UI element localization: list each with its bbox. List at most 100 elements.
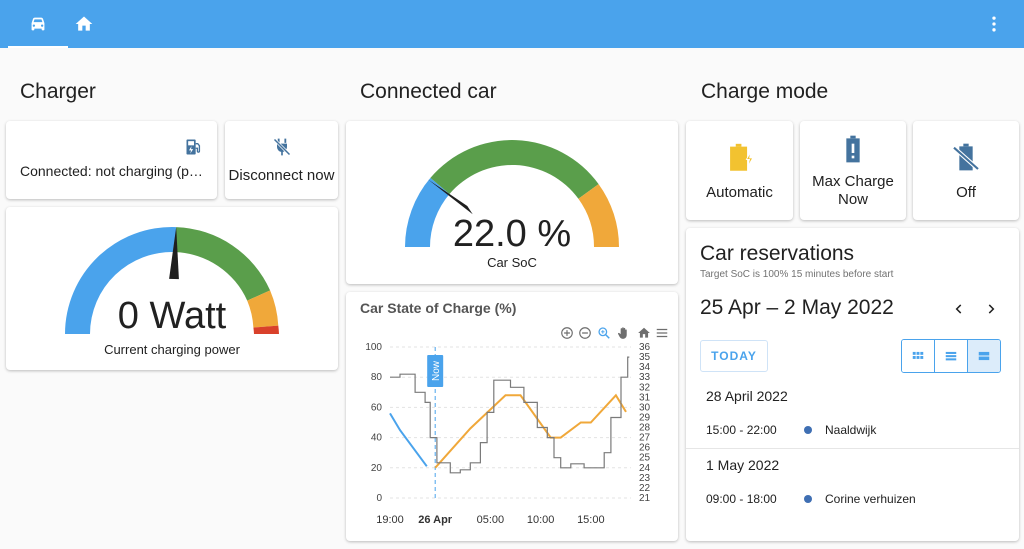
y-right-tick-label: 21 — [639, 493, 651, 504]
reservations-subtitle: Target SoC is 100% 15 minutes before sta… — [700, 269, 894, 280]
x-tick-label: 19:00 — [376, 514, 404, 526]
battery-alert-icon — [846, 135, 860, 163]
mode-off-button[interactable]: Off — [913, 121, 1019, 220]
x-tick-label: 26 Apr — [418, 514, 453, 526]
disconnect-now-label: Disconnect now — [228, 167, 335, 184]
charger-status-card[interactable]: Connected: not charging (paused) — [6, 121, 217, 199]
zoom-in-button[interactable] — [559, 325, 575, 341]
grid-view-icon — [912, 351, 924, 359]
calendar-date-range: 25 Apr – 2 May 2022 — [700, 296, 894, 319]
series-line — [434, 393, 627, 469]
tab-home[interactable] — [54, 0, 114, 48]
charger-section-title: Charger — [20, 80, 96, 103]
y-left-tick-label: 80 — [371, 372, 383, 383]
view-day-list-button[interactable] — [968, 340, 1000, 372]
zoom-select-icon — [598, 327, 610, 339]
car-soc-value: 22.0 % — [452, 213, 572, 255]
mode-automatic-label: Automatic — [706, 184, 773, 201]
zoom-out-icon — [579, 327, 591, 339]
tab-car[interactable] — [8, 0, 68, 48]
reset-zoom-button[interactable] — [636, 325, 652, 341]
mode-max-charge-now-label: Max Charge Now — [812, 173, 894, 208]
y-right-tick-label: 31 — [639, 392, 651, 403]
view-week-list-button[interactable] — [935, 340, 968, 372]
y-right-tick-label: 22 — [639, 483, 651, 494]
chevron-left-icon — [955, 304, 962, 314]
battery-off-icon — [952, 143, 980, 171]
event-title: Naaldwijk — [825, 423, 877, 437]
event-time: 09:00 - 18:00 — [706, 492, 777, 506]
day-list-icon — [978, 351, 990, 361]
series-line — [390, 356, 630, 474]
charge-mode-section-title: Charge mode — [701, 80, 829, 103]
y-right-tick-label: 30 — [639, 402, 651, 413]
y-left-tick-label: 40 — [371, 433, 383, 444]
y-left-tick-label: 100 — [365, 342, 382, 353]
car-soc-gauge-card: 22.0 % Car SoC — [346, 121, 678, 284]
mode-max-charge-now-button[interactable]: Max Charge Now — [800, 121, 906, 220]
overflow-menu-button[interactable] — [982, 12, 1006, 36]
home-icon — [75, 16, 93, 31]
day-divider — [686, 448, 1019, 449]
view-month-grid-button[interactable] — [902, 340, 935, 372]
reset-home-icon — [638, 327, 650, 338]
y-right-tick-label: 26 — [639, 443, 651, 454]
charging-power-label: Current charging power — [104, 342, 240, 357]
connected-car-section-title: Connected car — [360, 80, 497, 103]
soc-line-chart: 0 20 40 60 80 100 2122232425262728293031323334… — [365, 342, 651, 526]
y-right-tick-label: 24 — [639, 463, 651, 474]
series-line — [389, 412, 428, 467]
car-icon — [31, 17, 45, 31]
x-tick-label: 10:00 — [527, 514, 555, 526]
top-app-bar — [0, 0, 1024, 48]
y-right-tick-label: 33 — [639, 372, 651, 383]
day-header: 1 May 2022 — [706, 457, 780, 473]
calendar-prev-button[interactable] — [948, 298, 970, 320]
charger-status-text: Connected: not charging (paused) — [20, 163, 210, 179]
disconnect-now-button[interactable]: Disconnect now — [225, 121, 338, 199]
y-right-tick-label: 28 — [639, 423, 651, 434]
dots-vertical-icon — [992, 16, 996, 32]
zoom-out-button[interactable] — [577, 325, 593, 341]
car-soc-label: Car SoC — [487, 255, 537, 270]
mode-automatic-button[interactable]: Automatic — [686, 121, 793, 220]
charging-power-gauge-card: 0 Watt Current charging power — [6, 207, 338, 370]
y-right-tick-label: 29 — [639, 412, 651, 423]
y-right-tick-label: 25 — [639, 453, 651, 464]
mode-off-label: Off — [956, 184, 976, 201]
y-right-tick-label: 34 — [639, 362, 651, 373]
event-time: 15:00 - 22:00 — [706, 423, 777, 437]
y-left-tick-label: 20 — [371, 463, 383, 474]
y-right-tick-label: 36 — [639, 342, 651, 353]
calendar-today-button[interactable]: TODAY — [700, 340, 768, 372]
y-right-tick-label: 27 — [639, 433, 651, 444]
battery-charging-icon — [729, 143, 753, 171]
pan-icon — [617, 327, 627, 339]
event-title: Corine verhuizen — [825, 492, 916, 506]
pan-button[interactable] — [615, 325, 631, 341]
week-list-icon — [945, 351, 957, 361]
car-reservations-card: Car reservations Target SoC is 100% 15 m… — [686, 228, 1019, 541]
chart-menu-button[interactable] — [654, 325, 670, 341]
now-marker-label: Now — [431, 360, 442, 381]
zoom-in-icon — [561, 327, 573, 339]
y-left-tick-label: 60 — [371, 402, 383, 413]
car-soc-gauge — [405, 140, 619, 247]
now-marker-badge — [427, 355, 444, 387]
y-right-tick-label: 35 — [639, 352, 651, 363]
y-right-tick-label: 23 — [639, 473, 651, 484]
event-dot — [804, 495, 812, 503]
event-dot — [804, 426, 812, 434]
charging-power-value: 0 Watt — [117, 295, 227, 337]
y-left-tick-label: 0 — [376, 493, 382, 504]
power-plug-off-icon — [272, 138, 291, 156]
calendar-view-switcher — [901, 339, 1001, 373]
menu-icon — [656, 328, 668, 338]
zoom-select-button[interactable] — [596, 325, 612, 341]
car-soc-chart-card: Car State of Charge (%) 0 20 40 60 80 100 21 22… — [346, 292, 678, 541]
calendar-next-button[interactable] — [980, 298, 1002, 320]
charging-power-gauge — [65, 227, 279, 334]
chevron-right-icon — [988, 304, 995, 314]
x-tick-label: 05:00 — [477, 514, 505, 526]
reservations-title: Car reservations — [700, 242, 855, 265]
